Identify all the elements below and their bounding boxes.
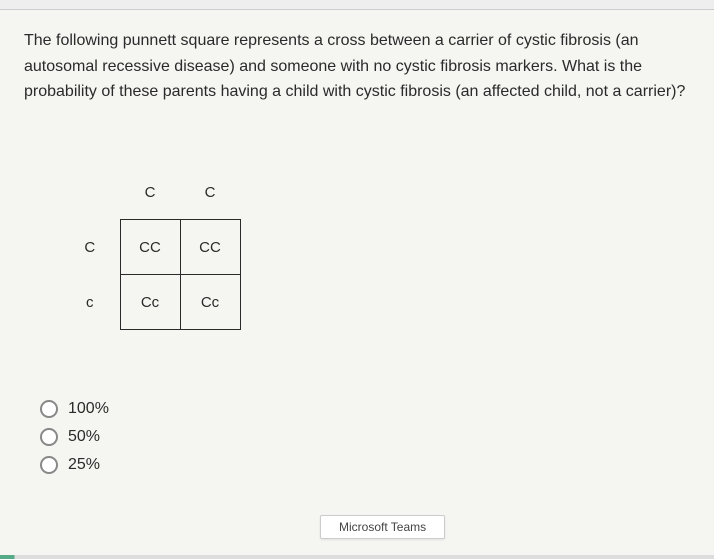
punnett-cell: Cc [120, 275, 180, 330]
option-label: 25% [68, 456, 100, 474]
radio-icon [40, 428, 58, 446]
punnett-cell: CC [180, 220, 240, 275]
answer-options: 100% 50% 25% [40, 400, 714, 474]
punnett-cell: Cc [180, 275, 240, 330]
punnett-corner [60, 165, 120, 220]
question-text: The following punnett square represents … [0, 10, 714, 115]
option-25[interactable]: 25% [40, 456, 714, 474]
punnett-square: C C C CC CC c Cc Cc [60, 165, 714, 331]
radio-icon [40, 400, 58, 418]
bottom-border [0, 555, 714, 559]
option-50[interactable]: 50% [40, 428, 714, 446]
punnett-row-header: C [60, 220, 120, 275]
option-100[interactable]: 100% [40, 400, 714, 418]
teams-notification[interactable]: Microsoft Teams [320, 515, 445, 539]
punnett-cell: CC [120, 220, 180, 275]
punnett-col-header: C [120, 165, 180, 220]
punnett-row-header: c [60, 275, 120, 330]
top-bar [0, 0, 714, 10]
punnett-col-header: C [180, 165, 240, 220]
radio-icon [40, 456, 58, 474]
punnett-table: C C C CC CC c Cc Cc [60, 165, 241, 331]
option-label: 100% [68, 400, 109, 418]
option-label: 50% [68, 428, 100, 446]
